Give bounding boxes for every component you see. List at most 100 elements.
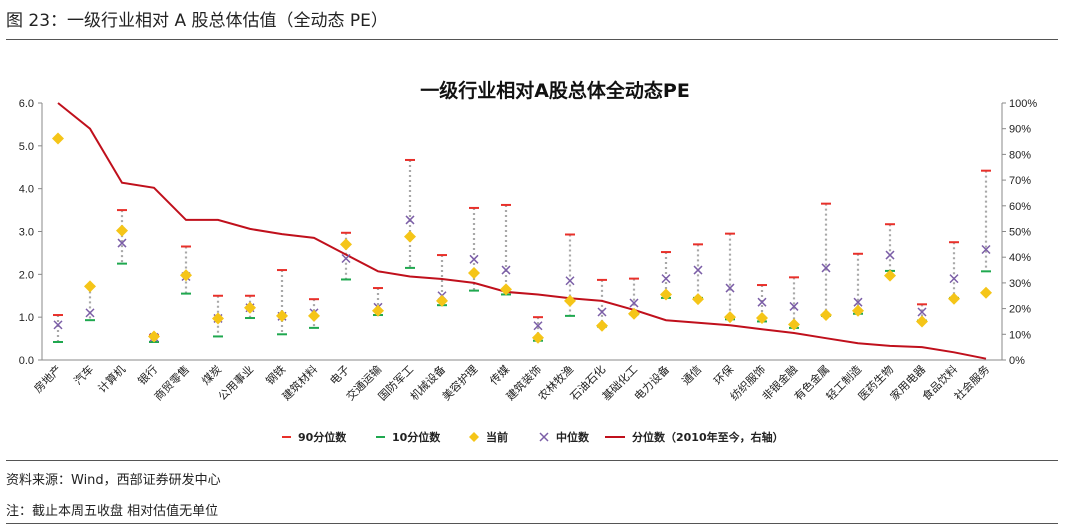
- whiskers: [56, 159, 988, 343]
- current-marker: [372, 304, 384, 317]
- median-marker: [597, 307, 607, 317]
- current-marker: [820, 309, 832, 322]
- current-marker: [436, 294, 448, 307]
- middle-rule: [6, 460, 1058, 461]
- category-label: 煤炭: [199, 363, 224, 388]
- legend-swatch: [539, 432, 549, 442]
- median-marker: [917, 307, 927, 317]
- current-marker: [244, 301, 256, 314]
- category-label: 环保: [711, 362, 736, 387]
- bottom-rule: [6, 523, 1058, 524]
- y-right-tick-label: 0%: [1009, 355, 1025, 367]
- y-right-tick-label: 80%: [1009, 149, 1031, 161]
- category-label: 银行: [135, 362, 160, 387]
- category-label: 汽车: [71, 362, 96, 387]
- axes: 0.0 1.0 2.0 3.0 4.0 5.0 6.0 0% 10% 20% 30% 40% 50% 60…: [19, 98, 1038, 367]
- median-marker: [117, 238, 127, 248]
- category-label: 社会服务: [951, 362, 992, 403]
- y-right-tick-label: 60%: [1009, 201, 1031, 213]
- median-marker: [469, 254, 479, 264]
- legend-label: 10分位数: [392, 430, 441, 444]
- current-marker: [468, 267, 480, 280]
- y-right-tick-label: 20%: [1009, 304, 1031, 316]
- legend-label: 分位数（2010年至今，右轴）: [632, 430, 784, 444]
- current-marker: [948, 292, 960, 305]
- median-marker: [981, 244, 991, 255]
- median-marker: [789, 301, 799, 311]
- y-right-tick-label: 70%: [1009, 175, 1031, 187]
- median-marker: [885, 250, 895, 260]
- current-marker: [724, 311, 736, 324]
- current-marker: [660, 288, 672, 301]
- current-marker: [404, 230, 416, 243]
- category-label: 建筑材料: [279, 362, 320, 403]
- y-right-tick-label: 10%: [1009, 329, 1031, 341]
- y-right-tick-label: 50%: [1009, 227, 1031, 239]
- median-marker: [821, 263, 831, 273]
- legend-median: 中位数: [539, 430, 590, 444]
- current-marker: [148, 330, 160, 343]
- category-label: 公用事业: [216, 363, 256, 403]
- median-marker: [757, 297, 767, 307]
- median-marker: [341, 253, 351, 264]
- category-label: 电子: [327, 363, 352, 388]
- current-marker: [500, 283, 512, 296]
- current-marker: [84, 280, 96, 293]
- category-label: 商贸零售: [151, 362, 192, 403]
- y-right-tick-label: 30%: [1009, 278, 1031, 290]
- category-label: 钢铁: [263, 363, 288, 388]
- category-label: 电力设备: [631, 362, 672, 403]
- current-marker: [596, 319, 608, 332]
- current-marker: [276, 309, 288, 322]
- chart: 一级行业相对A股总体全动态PE 0.0 1.0 2.0 3.0 4.0 5.0 6.0 0% 1…: [19, 79, 1038, 444]
- footnote: 注：截止本周五收盘 相对估值无单位: [6, 504, 219, 519]
- figure-label: 图 23：一级行业相对 A 股总体估值（全动态 PE）: [6, 11, 388, 31]
- legend-label: 90分位数: [298, 430, 347, 444]
- legend-label: 中位数: [556, 430, 590, 444]
- current-marker: [756, 312, 768, 325]
- y-left-tick-label: 0.0: [19, 355, 34, 367]
- current-marker: [852, 304, 864, 317]
- percentile-line-path: [57, 102, 987, 360]
- source-note: 资料来源：Wind，西部证券研发中心: [6, 473, 221, 488]
- y-left-tick-label: 5.0: [19, 141, 34, 153]
- current-marker: [180, 269, 192, 282]
- median-marker: [53, 320, 63, 330]
- legend-current: 当前: [469, 430, 508, 444]
- median-marker: [693, 265, 703, 275]
- current-marker: [116, 224, 128, 237]
- median-marker: [949, 274, 959, 284]
- category-label: 美容护理: [439, 362, 480, 403]
- legend-p10: 10分位数: [376, 430, 441, 444]
- current-marker: [788, 318, 800, 331]
- legend-label: 当前: [486, 430, 508, 444]
- median-marker: [85, 308, 95, 318]
- category-label: 房地产: [31, 362, 64, 395]
- median-marker: [533, 321, 543, 331]
- y-left-tick-label: 4.0: [19, 184, 34, 196]
- percentile-line: [57, 102, 987, 360]
- median-marker: [565, 276, 575, 286]
- y-left-tick-label: 3.0: [19, 227, 34, 239]
- current-marker: [308, 309, 320, 322]
- median-marker: [629, 298, 639, 308]
- median-marker: [501, 265, 511, 275]
- markers: [52, 132, 992, 344]
- category-label: 计算机: [95, 362, 128, 395]
- current-marker: [532, 331, 544, 344]
- y-right-tick-label: 90%: [1009, 124, 1031, 136]
- current-marker: [564, 294, 576, 307]
- current-marker: [980, 286, 992, 299]
- current-marker: [916, 315, 928, 328]
- current-marker: [884, 269, 896, 282]
- y-right-tick-label: 100%: [1009, 98, 1037, 110]
- category-label: 传媒: [487, 363, 512, 388]
- current-marker: [628, 307, 640, 320]
- category-label: 通信: [679, 363, 704, 388]
- legend: 90分位数 10分位数 当前 中位数 分位数（2010年至今，右轴）: [282, 430, 784, 444]
- median-marker: [405, 215, 415, 225]
- median-marker: [725, 283, 735, 293]
- median-marker: [853, 297, 863, 307]
- legend-swatch: [469, 432, 479, 442]
